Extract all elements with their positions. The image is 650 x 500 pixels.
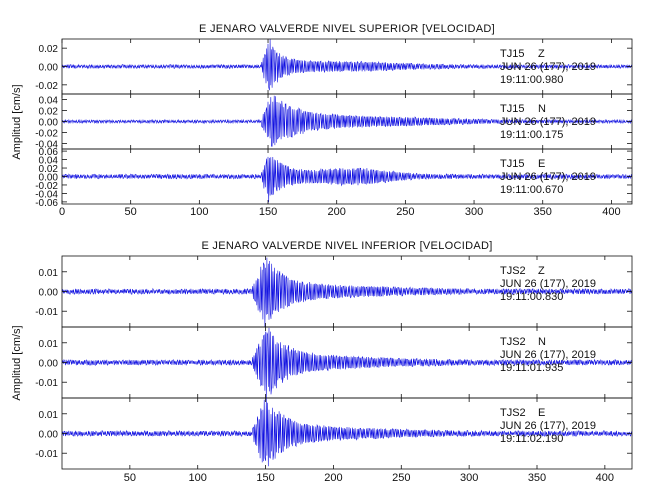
component-label: E xyxy=(538,158,545,170)
y-tick-label: -0.02 xyxy=(35,81,58,92)
x-tick-label: 250 xyxy=(392,472,410,484)
trace-panel-tj15-e: 0.060.040.020.00-0.02-0.04-0.06 TJ15 EJUN … xyxy=(35,147,633,209)
y-tick-label: -0.01 xyxy=(35,378,58,389)
station-label: TJ15 xyxy=(500,48,524,60)
x-tick-label: 150 xyxy=(259,206,277,218)
figure-1: E JENARO VALVERDE NIVEL SUPERIOR [VELOCI… xyxy=(11,23,633,218)
y-tick-label: 0.06 xyxy=(39,147,59,158)
y-tick-label: -0.04 xyxy=(35,140,58,151)
date-label: JUN 26 (177), 2019 xyxy=(500,171,596,183)
y-tick-label: 0.01 xyxy=(39,339,59,350)
x-tick-label: 50 xyxy=(125,206,137,218)
waveform-trace xyxy=(61,327,633,399)
station-label: TJS2 xyxy=(500,407,526,419)
y-tick-label: 0.04 xyxy=(39,156,59,167)
station-label: TJS2 xyxy=(500,336,526,348)
x-tick-label: 50 xyxy=(124,472,136,484)
station-label: TJS2 xyxy=(500,265,526,277)
component-label: E xyxy=(538,407,545,419)
station-label: TJ15 xyxy=(500,158,524,170)
y-tick-label: -0.01 xyxy=(35,449,58,460)
y-tick-label: -0.06 xyxy=(35,198,58,209)
x-tick-label: 0 xyxy=(59,206,65,218)
y-tick-label: 0.01 xyxy=(39,268,59,279)
x-tick-label: 150 xyxy=(256,472,274,484)
time-label: 19:11:00.670 xyxy=(500,184,563,196)
figure-2: E JENARO VALVERDE NIVEL INFERIOR [VELOCI… xyxy=(11,240,633,484)
date-label: JUN 26 (177), 2019 xyxy=(500,420,596,432)
y-tick-label: 0.00 xyxy=(39,359,59,370)
x-tick-label: 250 xyxy=(396,206,414,218)
y-axis-label: Amplitud [cm/s] xyxy=(11,84,23,159)
station-label: TJ15 xyxy=(500,103,524,115)
y-tick-label: 0.02 xyxy=(39,44,59,55)
date-label: JUN 26 (177), 2019 xyxy=(500,116,596,128)
date-label: JUN 26 (177), 2019 xyxy=(500,278,596,290)
x-tick-label: 350 xyxy=(534,206,552,218)
time-label: 19:11:01.935 xyxy=(500,362,563,374)
y-axis-label: Amplitud [cm/s] xyxy=(11,325,23,400)
chart-title: E JENARO VALVERDE NIVEL SUPERIOR [VELOCI… xyxy=(199,23,495,35)
chart-title: E JENARO VALVERDE NIVEL INFERIOR [VELOCI… xyxy=(201,240,492,252)
y-tick-label: 0.00 xyxy=(39,118,59,129)
y-tick-label: 0.02 xyxy=(39,107,59,118)
x-tick-label: 400 xyxy=(602,206,620,218)
y-tick-label: 0.00 xyxy=(39,63,59,74)
waveform-trace xyxy=(61,38,633,91)
y-tick-label: 0.00 xyxy=(39,430,59,441)
x-tick-label: 200 xyxy=(328,206,346,218)
waveform-trace xyxy=(61,95,633,147)
time-label: 19:11:00.175 xyxy=(500,129,563,141)
x-tick-label: 300 xyxy=(460,472,478,484)
component-label: N xyxy=(538,336,546,348)
x-tick-label: 350 xyxy=(528,472,546,484)
date-label: JUN 26 (177), 2019 xyxy=(500,61,596,73)
x-tick-label: 100 xyxy=(190,206,208,218)
y-tick-label: -0.02 xyxy=(35,129,58,140)
waveform-trace xyxy=(61,397,633,467)
component-label: N xyxy=(538,103,546,115)
waveform-trace xyxy=(61,257,633,328)
y-tick-label: 0.02 xyxy=(39,164,59,175)
time-label: 19:11:00.980 xyxy=(500,74,563,86)
x-tick-label: 100 xyxy=(189,472,207,484)
y-tick-label: 0.00 xyxy=(39,288,59,299)
component-label: Z xyxy=(538,48,545,60)
x-tick-label: 200 xyxy=(324,472,342,484)
y-tick-label: -0.04 xyxy=(35,189,58,200)
y-tick-label: 0.01 xyxy=(39,410,59,421)
y-tick-label: -0.02 xyxy=(35,181,58,192)
x-tick-label: 300 xyxy=(465,206,483,218)
y-tick-label: 0.00 xyxy=(39,173,59,184)
time-label: 19:11:02.190 xyxy=(500,433,563,445)
x-tick-label: 400 xyxy=(596,472,614,484)
y-tick-label: -0.01 xyxy=(35,307,58,318)
date-label: JUN 26 (177), 2019 xyxy=(500,349,596,361)
time-label: 19:11:00.830 xyxy=(500,291,563,303)
y-tick-label: 0.04 xyxy=(39,96,59,107)
waveform-trace xyxy=(61,156,633,203)
component-label: Z xyxy=(538,265,545,277)
